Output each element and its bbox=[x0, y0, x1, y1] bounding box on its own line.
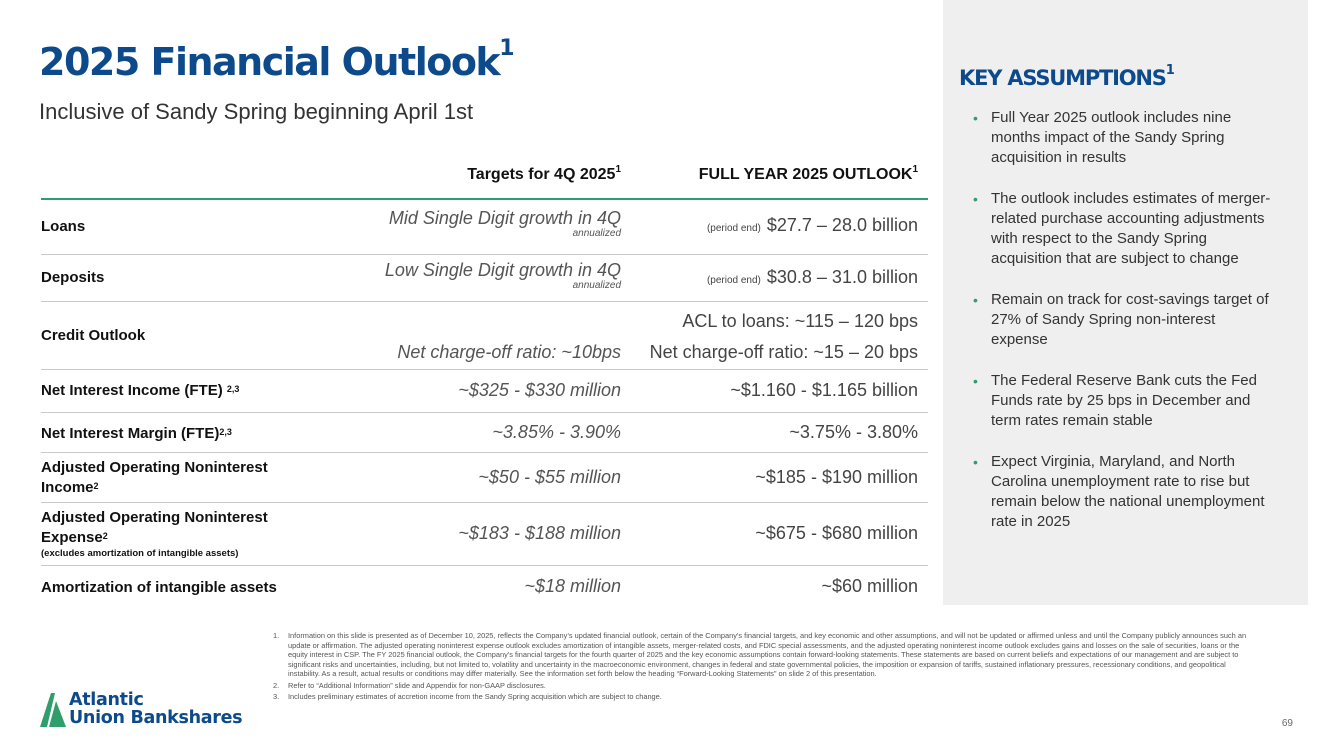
list-item: • Full Year 2025 outlook includes nine mo… bbox=[973, 109, 1232, 166]
page-subtitle: Inclusive of Sandy Spring beginning Apri… bbox=[39, 99, 474, 124]
footnotes: 1. Information on this slide is presented… bbox=[273, 631, 1248, 704]
table-row-deposits: Deposits Low Single Digit growth in 4Q an… bbox=[41, 255, 928, 302]
row-label: Adjusted Operating Noninterest Expense2 (e… bbox=[41, 509, 268, 559]
footnote: 1. Information on this slide is presented… bbox=[273, 631, 1247, 678]
table-row-net-interest-margin: Net Interest Margin (FTE)2,3 ~3.85% - 3.… bbox=[41, 413, 928, 453]
row-label: Adjusted Operating Noninterest Income2 bbox=[41, 459, 268, 496]
bullet-icon: • bbox=[973, 292, 978, 308]
footnote: 3. Includes preliminary estimates of accr… bbox=[273, 692, 662, 701]
table-row-noninterest-income: Adjusted Operating Noninterest Income2 ~$… bbox=[41, 453, 928, 503]
footnote: 2. Refer to “Additional Information” slid… bbox=[273, 680, 546, 690]
list-item: • The Federal Reserve Bank cuts the Fed F… bbox=[973, 372, 1257, 429]
table-header: Targets for 4Q 20251 FULL YEAR 2025 OUTL… bbox=[41, 152, 928, 200]
table-row-loans: Loans Mid Single Digit growth in 4Q annua… bbox=[41, 200, 928, 255]
row-label: Credit Outlook bbox=[41, 327, 146, 344]
list-item: • Remain on track for cost-savings target… bbox=[973, 291, 1269, 348]
row-target: Mid Single Digit growth in 4Q annualized bbox=[388, 208, 621, 239]
row-target: ~$183 - $188 million bbox=[458, 523, 621, 543]
row-target: ~$18 million bbox=[524, 576, 621, 596]
row-full-year: (period end) $30.8 – 31.0 billion bbox=[706, 267, 918, 287]
logo-mark-icon bbox=[40, 693, 66, 727]
row-label: Loans bbox=[41, 218, 86, 235]
key-assumptions-panel: KEY ASSUMPTIONS1 • Full Year 2025 outlook… bbox=[943, 0, 1308, 605]
row-target: ~$325 - $330 million bbox=[458, 380, 621, 400]
row-full-year: ~$1.160 - $1.165 billion bbox=[730, 380, 918, 400]
row-label: Net Interest Margin (FTE)2,3 bbox=[41, 425, 232, 442]
row-target: Net charge-off ratio: ~10bps bbox=[397, 342, 621, 362]
column-header-full-year: FULL YEAR 2025 OUTLOOK1 bbox=[698, 164, 918, 183]
table-row-credit-outlook: Credit Outlook Net charge-off ratio: ~10… bbox=[41, 302, 928, 370]
table-row-amortization: Amortization of intangible assets ~$18 m… bbox=[41, 566, 928, 606]
row-target: Low Single Digit growth in 4Q annualized bbox=[384, 260, 621, 291]
bullet-icon: • bbox=[973, 373, 978, 389]
list-item: • The outlook includes estimates of merge… bbox=[973, 190, 1271, 267]
row-full-year: ~$675 - $680 million bbox=[755, 523, 918, 543]
table-row-noninterest-expense: Adjusted Operating Noninterest Expense2 (e… bbox=[41, 503, 928, 566]
row-full-year: ~3.75% - 3.80% bbox=[789, 422, 918, 442]
table-row-net-interest-income: Net Interest Income (FTE) 2,3 ~$325 - $3… bbox=[41, 370, 928, 413]
row-full-year-acl: ACL to loans: ~115 – 120 bps bbox=[682, 311, 918, 331]
bullet-icon: • bbox=[973, 110, 978, 126]
row-full-year: ~$185 - $190 million bbox=[755, 467, 918, 487]
logo-text: Atlantic Union Bankshares bbox=[69, 690, 243, 728]
key-assumptions-title: KEY ASSUMPTIONS1 bbox=[959, 63, 1175, 90]
outlook-table: Targets for 4Q 20251 FULL YEAR 2025 OUTL… bbox=[41, 152, 928, 606]
row-label: Amortization of intangible assets bbox=[41, 579, 277, 596]
page-number: 69 bbox=[1281, 718, 1293, 729]
bullet-icon: • bbox=[973, 454, 978, 470]
column-header-targets: Targets for 4Q 20251 bbox=[467, 164, 621, 183]
bullet-icon: • bbox=[973, 191, 978, 207]
row-full-year: (period end) $27.7 – 28.0 billion bbox=[706, 215, 918, 235]
list-item: • Expect Virginia, Maryland, and North Ca… bbox=[973, 453, 1265, 530]
row-label: Net Interest Income (FTE) 2,3 bbox=[41, 382, 240, 399]
assumptions-list: • Full Year 2025 outlook includes nine mo… bbox=[971, 108, 1271, 553]
row-full-year-nco: Net charge-off ratio: ~15 – 20 bps bbox=[649, 342, 918, 362]
row-label: Deposits bbox=[41, 269, 105, 286]
row-full-year: ~$60 million bbox=[821, 576, 918, 596]
row-target: ~$50 - $55 million bbox=[478, 467, 621, 487]
row-target: ~3.85% - 3.90% bbox=[492, 422, 621, 442]
page-title: 2025 Financial Outlook1 bbox=[39, 36, 515, 84]
